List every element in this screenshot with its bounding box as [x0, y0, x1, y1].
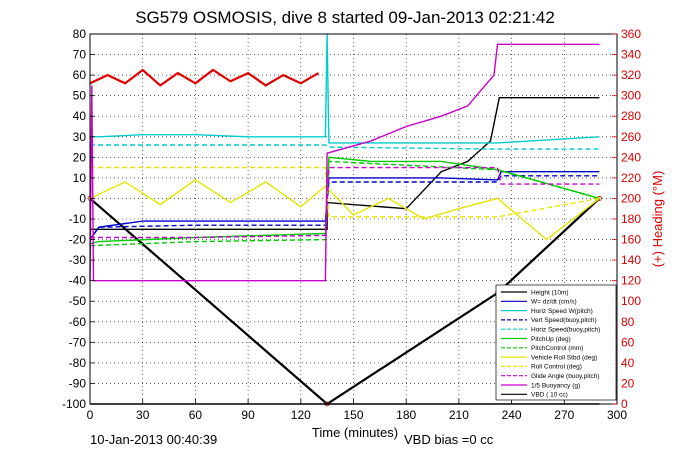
right-tick-label: 60 [621, 335, 635, 349]
left-tick-label: -10 [69, 212, 87, 226]
series-heading-m [89, 68, 319, 87]
x-tick-label: 240 [502, 408, 522, 422]
legend-entry: Roll Control (deg) [531, 364, 582, 371]
series-glide-angle-buoy-pitch [90, 166, 600, 239]
right-tick-label: 140 [621, 253, 641, 267]
right-tick-label: 120 [621, 274, 641, 288]
left-tick-label: -80 [69, 356, 87, 370]
series-vert-speed-buoy-pitch [89, 175, 600, 241]
x-tick-label: 60 [189, 408, 203, 422]
footer-vbd-bias: VBD bias =0 cc [404, 432, 494, 447]
x-axis-ticks: 0 30 60 90 120 150 180 210 240 270 300 [87, 399, 627, 422]
legend-entry: W= dz/dt (cm/s) [531, 299, 577, 306]
chart-title: SG579 OSMOSIS, dive 8 started 09-Jan-201… [135, 8, 555, 27]
left-tick-label: 80 [73, 27, 87, 41]
left-tick-label: -40 [69, 274, 87, 288]
right-tick-label: 100 [621, 294, 641, 308]
legend-entry: Glide Angle (buoy,pitch) [531, 373, 600, 380]
series-vehicle-roll-stbd-deg [89, 179, 600, 241]
left-tick-label: -30 [69, 253, 87, 267]
legend-entry: Height (10m) [531, 289, 569, 296]
legend-entry: Horiz Speed(buoy,pitch) [531, 327, 600, 334]
footer-timestamp: 10-Jan-2013 00:40:39 [90, 432, 217, 447]
x-tick-label: 0 [87, 408, 94, 422]
x-tick-label: 90 [241, 408, 255, 422]
x-tick-label: 270 [554, 408, 574, 422]
left-tick-label: -60 [69, 315, 87, 329]
right-axis-label: (+) Heading (°M) [650, 171, 665, 268]
x-tick-label: 30 [136, 408, 150, 422]
left-tick-label: -20 [69, 233, 87, 247]
left-tick-label: 10 [73, 171, 87, 185]
series-depth [89, 197, 601, 406]
left-tick-label: 40 [73, 109, 87, 123]
series-roll-control-deg [90, 166, 600, 218]
x-tick-label: 180 [396, 408, 416, 422]
left-tick-label: -90 [69, 376, 87, 390]
left-tick-label: 0 [79, 191, 86, 205]
x-tick-label: 300 [607, 408, 627, 422]
series-horiz-speed-w-pitch [90, 33, 600, 144]
legend-entry: Vehicle Roll Stbd (deg) [531, 354, 597, 361]
x-axis-label: Time (minutes) [312, 425, 398, 440]
left-tick-label: -100 [62, 397, 86, 411]
left-tick-label: 70 [73, 48, 87, 62]
legend-entry: PitchControl (mm) [531, 345, 583, 352]
right-tick-label: 160 [621, 233, 641, 247]
legend-entry: PitchUp (deg) [531, 336, 571, 343]
right-tick-label: 200 [621, 191, 641, 205]
right-tick-label: 280 [621, 109, 641, 123]
heading-series [89, 68, 319, 87]
right-tick-label: 0 [621, 397, 628, 411]
series-pitchup-deg [89, 156, 600, 245]
series-height-10m [90, 96, 600, 231]
legend-entry: Horiz Speed W(pitch) [531, 308, 593, 315]
right-tick-label: 300 [621, 89, 641, 103]
series-1-5-buoyancy-g [89, 43, 600, 282]
left-tick-label: -50 [69, 294, 87, 308]
right-tick-label: 80 [621, 315, 635, 329]
x-tick-label: 150 [343, 408, 363, 422]
right-tick-label: 260 [621, 130, 641, 144]
right-tick-label: 360 [621, 27, 641, 41]
x-tick-label: 210 [449, 408, 469, 422]
legend-entry: Vert Speed(buoy,pitch) [531, 317, 597, 324]
right-tick-label: 340 [621, 48, 641, 62]
right-axis-ticks: 3603403203002802602402202001801601401201… [612, 27, 641, 411]
left-tick-label: 50 [73, 89, 87, 103]
left-tick-label: 60 [73, 68, 87, 82]
right-tick-label: 20 [621, 376, 635, 390]
series-horiz-speed-buoy-pitch [90, 144, 600, 150]
left-tick-label: 20 [73, 150, 87, 164]
x-tick-label: 120 [291, 408, 311, 422]
left-tick-label: 30 [73, 130, 87, 144]
legend-entry: 1/5 Buoyancy (g) [531, 382, 580, 389]
legend-entry: VBD ( 10 cc) [531, 392, 568, 399]
left-axis-ticks: 80 70 60 50 40 30 20 10 0 -10 -20 -30 -40 -50 -60 -70 -8… [62, 27, 95, 411]
right-tick-label: 240 [621, 150, 641, 164]
legend: Height (10m) W= dz/dt (cm/s) Horiz Speed W… [495, 284, 617, 401]
right-tick-label: 40 [621, 356, 635, 370]
right-tick-label: 320 [621, 68, 641, 82]
right-tick-label: 180 [621, 212, 641, 226]
left-tick-label: -70 [69, 335, 87, 349]
right-tick-label: 220 [621, 171, 641, 185]
